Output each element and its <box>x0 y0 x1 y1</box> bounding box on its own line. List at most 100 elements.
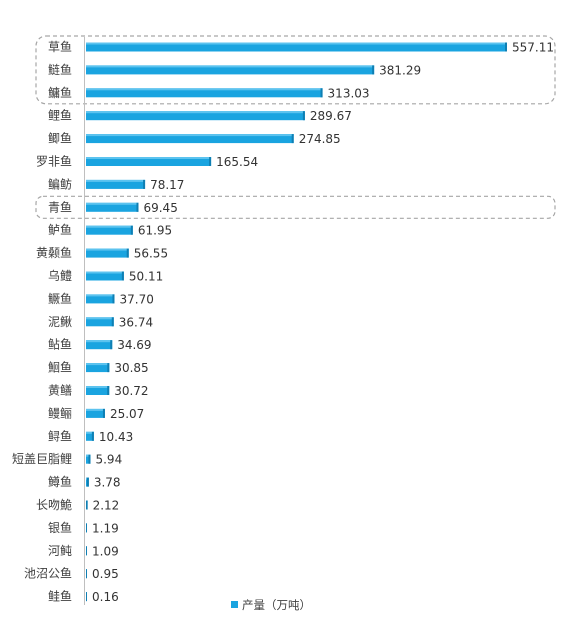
bar-13 <box>86 317 114 327</box>
bar-rect <box>86 157 212 166</box>
bar-highlight <box>86 202 139 205</box>
bar-rect <box>86 363 110 373</box>
bar-23 <box>86 546 87 556</box>
bar-edge <box>372 65 375 75</box>
highlight-box-1 <box>35 35 556 105</box>
bar-edge <box>86 500 88 510</box>
bar-edge <box>111 317 114 327</box>
bar-5 <box>86 134 294 144</box>
value-label: 25.07 <box>110 407 144 421</box>
bar-11 <box>86 271 124 281</box>
legend-label: 产量（万吨） <box>242 598 311 612</box>
bar-edge <box>110 340 113 350</box>
bar-3 <box>86 88 323 98</box>
bar-rect <box>86 225 133 235</box>
category-label: 鲇鱼 <box>48 338 72 352</box>
highlight-box-2 <box>35 195 556 219</box>
category-label: 鳗鲡 <box>48 406 72 420</box>
value-label: 0.16 <box>92 590 119 604</box>
category-label: 黄颡鱼 <box>36 246 72 260</box>
bar-edge <box>126 248 129 258</box>
category-label: 泥鳅 <box>48 315 72 329</box>
value-label: 289.67 <box>310 109 352 123</box>
bar-edge <box>136 202 139 212</box>
bar-rect <box>86 65 375 75</box>
value-label: 5.94 <box>95 453 122 467</box>
bar-22 <box>86 523 87 533</box>
category-label: 鮰鱼 <box>48 361 72 375</box>
category-label: 鲤鱼 <box>48 109 72 123</box>
bar-rect <box>86 431 94 441</box>
value-label: 10.43 <box>99 430 133 444</box>
bar-rect <box>86 271 124 281</box>
value-label: 2.12 <box>93 499 120 513</box>
bar-edge <box>107 363 110 373</box>
bar-9 <box>86 225 133 235</box>
bar-25 <box>86 592 87 602</box>
bar-highlight <box>86 248 129 251</box>
category-labels: 草鱼鲢鱼鳙鱼鲤鱼鲫鱼罗非鱼鳊鲂青鱼鲈鱼黄颡鱼乌鳢鳜鱼泥鳅鲇鱼鮰鱼黄鳝鳗鲡鲟鱼短盖… <box>12 40 72 604</box>
bar-edge <box>302 111 305 121</box>
bar-edge <box>107 386 110 395</box>
bar-15 <box>86 363 110 373</box>
value-label: 557.11 <box>512 41 554 55</box>
legend-swatch <box>231 601 238 608</box>
bar-highlight <box>86 111 305 114</box>
value-label: 0.95 <box>92 567 119 581</box>
bar-highlight <box>86 431 94 434</box>
value-label: 381.29 <box>379 63 421 77</box>
category-label: 长吻鮠 <box>36 498 72 512</box>
bar-2 <box>86 65 375 75</box>
category-label: 鲑鱼 <box>48 589 72 604</box>
bar-19 <box>86 454 91 464</box>
bar-highlight <box>86 363 110 366</box>
bar-rect <box>86 179 146 189</box>
value-label: 50.11 <box>129 270 163 284</box>
bar-highlight <box>86 225 133 228</box>
bar-highlight <box>86 88 323 91</box>
category-label: 乌鳢 <box>48 268 72 283</box>
bar-edge <box>91 431 94 441</box>
bar-rect <box>86 454 91 464</box>
highlight-boxes <box>35 35 556 219</box>
bar-edge <box>102 408 105 418</box>
value-label: 61.95 <box>138 224 172 238</box>
category-label: 鳟鱼 <box>48 475 72 489</box>
bar-24 <box>86 569 87 579</box>
bar-rect <box>86 317 114 327</box>
bar-edge <box>86 477 89 487</box>
bar-21 <box>86 500 88 510</box>
bar-highlight <box>86 340 113 343</box>
category-label: 河鲀 <box>48 543 72 558</box>
bar-7 <box>86 179 146 189</box>
bar-highlight <box>86 386 110 388</box>
bar-rect <box>86 248 129 258</box>
bar-edge <box>209 157 212 166</box>
bar-highlight <box>86 134 294 137</box>
bar-highlight <box>86 294 115 297</box>
value-labels: 557.11 381.29 313.03 289.67 274.85 165.54 78.1… <box>92 41 554 605</box>
bar-rect <box>86 111 305 121</box>
category-label: 青鱼 <box>48 200 72 214</box>
bar-highlight <box>86 157 212 159</box>
bar-4 <box>86 111 305 121</box>
value-label: 1.19 <box>92 521 119 535</box>
value-label: 69.45 <box>143 201 177 215</box>
bar-highlight <box>86 42 507 45</box>
bar-edge <box>88 454 91 464</box>
value-label: 34.69 <box>117 338 151 352</box>
bar-edge <box>320 88 323 98</box>
category-label: 鳜鱼 <box>48 292 72 306</box>
bar-edge <box>121 271 124 281</box>
bar-edge <box>130 225 133 235</box>
category-label: 鲫鱼 <box>48 132 72 146</box>
bar-rect <box>86 340 113 350</box>
bar-8 <box>86 202 139 212</box>
value-label: 30.85 <box>114 361 148 375</box>
category-label: 鲈鱼 <box>48 223 72 237</box>
bar-17 <box>86 408 105 418</box>
bar-edge <box>291 134 294 144</box>
bar-highlight <box>86 408 105 411</box>
bar-highlight <box>86 317 114 320</box>
